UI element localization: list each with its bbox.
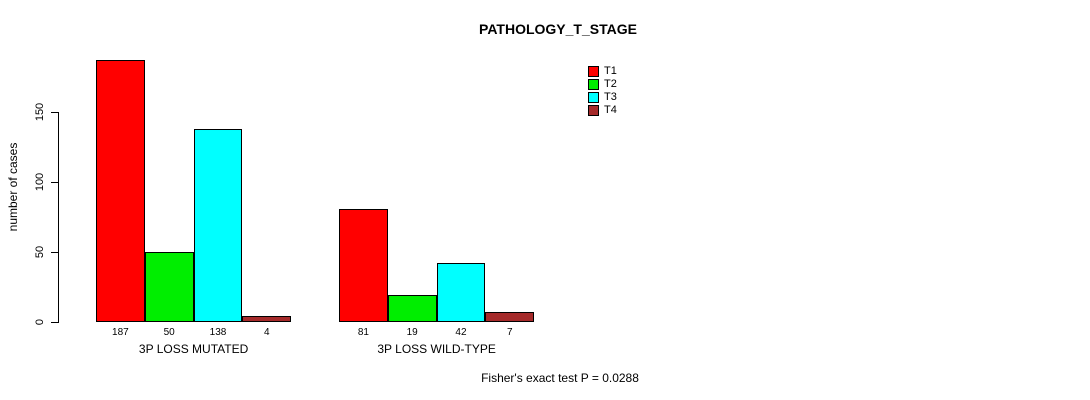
bar-t1-group1 [96,60,145,322]
legend-label-t4: T4 [604,104,617,116]
legend-label-t1: T1 [604,65,617,77]
y-tick-0 [51,322,58,323]
bar-t2-group2 [387,295,437,322]
legend-item-t1: T1 [588,65,617,78]
y-tick-label-100: 100 [34,172,46,192]
legend-swatch-t2 [588,79,599,90]
bar-t4-group1 [242,316,292,322]
value-label-t2-group1: 50 [163,327,175,338]
value-label-t1-group2: 81 [357,327,369,338]
legend-item-t2: T2 [588,78,617,91]
legend-item-t4: T4 [588,104,617,117]
y-tick-label-150: 150 [34,102,46,122]
legend-swatch-t3 [588,92,599,103]
legend: T1 T2 T3 T4 [588,65,617,117]
y-tick-150 [51,112,58,113]
y-tick-50 [51,252,58,253]
bar-t3-group2 [436,263,486,322]
y-axis-line [58,112,59,323]
group-label-2: 3P LOSS WILD-TYPE [377,342,496,356]
value-label-t2-group2: 19 [406,327,418,338]
value-label-t4-group2: 7 [507,327,513,338]
y-tick-label-50: 50 [34,245,46,259]
chart-title: PATHOLOGY_T_STAGE [479,21,637,37]
group-label-1: 3P LOSS MUTATED [138,342,249,356]
value-label-t4-group1: 4 [264,327,270,338]
legend-swatch-t1 [588,66,599,77]
bar-t1-group2 [339,208,388,322]
bar-t2-group1 [144,252,194,322]
y-axis-label: number of cases [6,142,20,232]
legend-item-t3: T3 [588,91,617,104]
legend-label-t2: T2 [604,78,617,90]
value-label-t3-group2: 42 [455,327,467,338]
bar-t4-group2 [485,312,535,322]
legend-swatch-t4 [588,105,599,116]
footnote-fisher-test: Fisher's exact test P = 0.0288 [481,371,639,385]
y-tick-100 [51,182,58,183]
value-label-t1-group1: 187 [112,327,129,338]
value-label-t3-group1: 138 [209,327,227,338]
legend-label-t3: T3 [604,91,617,103]
bar-t3-group1 [193,128,243,322]
y-tick-label-0: 0 [34,318,46,326]
